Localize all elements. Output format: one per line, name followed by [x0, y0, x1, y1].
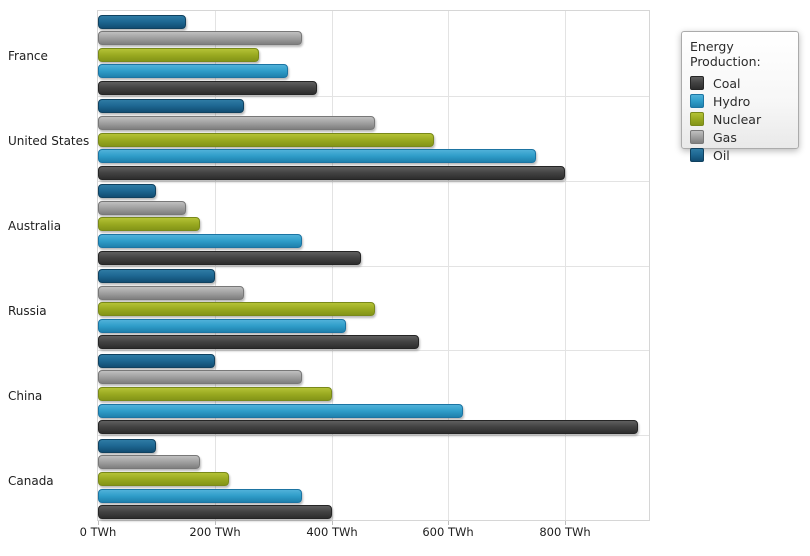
bar-united-states-gas[interactable]	[98, 115, 375, 130]
category-separator	[98, 350, 649, 351]
category-label-canada: Canada	[8, 473, 54, 488]
category-separator	[98, 435, 649, 436]
axis-tick	[98, 521, 99, 525]
bar-united-states-nuclear[interactable]	[98, 132, 434, 147]
value-tick-label: 800 TWh	[539, 525, 591, 539]
axis-tick	[332, 521, 333, 525]
legend-label: Oil	[713, 147, 730, 163]
axis-tick	[565, 521, 566, 525]
bar-canada-oil[interactable]	[98, 438, 156, 453]
value-gridline	[565, 11, 566, 520]
legend-swatch-nuclear	[690, 112, 704, 126]
legend-swatch-gas	[690, 130, 704, 144]
bar-france-oil[interactable]	[98, 14, 186, 29]
category-label-australia: Australia	[8, 219, 62, 234]
bar-russia-gas[interactable]	[98, 285, 244, 300]
bar-united-states-oil[interactable]	[98, 99, 244, 114]
bar-china-hydro[interactable]	[98, 403, 463, 418]
value-gridline	[448, 11, 449, 520]
bar-china-coal[interactable]	[98, 420, 638, 435]
bar-russia-nuclear[interactable]	[98, 302, 375, 317]
bar-china-gas[interactable]	[98, 370, 302, 385]
bar-canada-hydro[interactable]	[98, 488, 302, 503]
plot-area	[97, 10, 650, 521]
category-label-russia: Russia	[8, 303, 47, 318]
category-label-united-states: United States	[8, 134, 90, 149]
axis-tick	[448, 521, 449, 525]
bar-canada-nuclear[interactable]	[98, 471, 229, 486]
legend-box: Energy Production: Coal Hydro Nuclear Gas Oi…	[681, 31, 799, 163]
bar-china-oil[interactable]	[98, 353, 215, 368]
bar-china-nuclear[interactable]	[98, 387, 332, 401]
legend-item-gas[interactable]: Gas	[690, 128, 790, 146]
legend-swatch-coal	[690, 76, 704, 90]
axis-tick	[215, 521, 216, 525]
legend-label: Gas	[713, 129, 737, 145]
bar-russia-coal[interactable]	[98, 335, 419, 350]
bar-australia-coal[interactable]	[98, 250, 361, 265]
bar-canada-coal[interactable]	[98, 505, 332, 520]
value-tick-label: 400 TWh	[306, 525, 358, 539]
legend-item-nuclear[interactable]: Nuclear	[690, 110, 790, 128]
legend-label: Hydro	[713, 93, 751, 109]
legend-item-oil[interactable]: Oil	[690, 146, 790, 164]
category-label-china: China	[8, 388, 43, 403]
legend-title: Energy Production:	[690, 39, 761, 69]
legend-item-hydro[interactable]: Hydro	[690, 92, 790, 110]
legend-item-coal[interactable]: Coal	[690, 74, 790, 92]
category-separator	[98, 181, 649, 182]
legend-label: Coal	[713, 75, 741, 91]
bar-france-coal[interactable]	[98, 80, 317, 95]
bar-france-hydro[interactable]	[98, 64, 288, 79]
bar-australia-gas[interactable]	[98, 200, 186, 215]
bar-france-nuclear[interactable]	[98, 47, 259, 62]
legend-label: Nuclear	[713, 111, 762, 127]
category-separator	[98, 266, 649, 267]
legend-swatch-hydro	[690, 94, 704, 108]
bar-united-states-coal[interactable]	[98, 165, 565, 180]
bar-australia-oil[interactable]	[98, 184, 156, 199]
legend-items: Coal Hydro Nuclear Gas Oil	[690, 74, 790, 164]
bar-canada-gas[interactable]	[98, 455, 200, 470]
category-separator	[98, 96, 649, 97]
category-label-france: France	[8, 49, 48, 64]
bar-australia-nuclear[interactable]	[98, 217, 200, 232]
value-tick-label: 600 TWh	[422, 525, 474, 539]
bar-russia-hydro[interactable]	[98, 318, 346, 333]
bar-australia-hydro[interactable]	[98, 234, 302, 248]
value-tick-label: 200 TWh	[189, 525, 241, 539]
bar-united-states-hydro[interactable]	[98, 149, 536, 164]
value-gridline	[332, 11, 333, 520]
value-gridline	[215, 11, 216, 520]
legend-swatch-oil	[690, 148, 704, 162]
value-tick-label: 0 TWh	[79, 525, 117, 539]
bar-russia-oil[interactable]	[98, 269, 215, 283]
bar-france-gas[interactable]	[98, 31, 302, 46]
